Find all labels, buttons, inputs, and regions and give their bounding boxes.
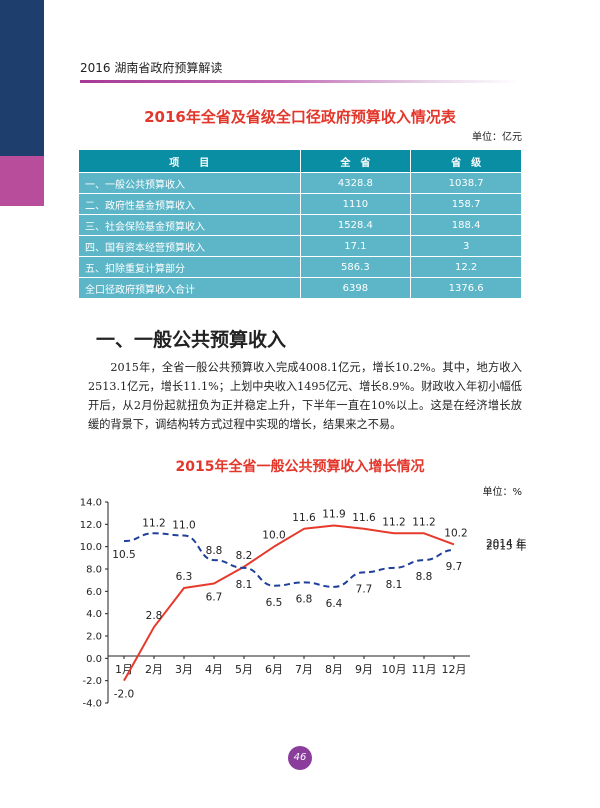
- data-label-2014: 7.7: [356, 583, 373, 595]
- data-label-2015: 11.9: [322, 508, 345, 520]
- data-label-2014: 8.8: [416, 571, 433, 583]
- data-label-2015: 6.7: [206, 592, 223, 604]
- column-header-province: 全 省: [299, 149, 412, 173]
- body-paragraph: 2015年，全省一般公共预算收入完成4008.1亿元，增长10.2%。其中，地方…: [88, 361, 522, 431]
- row-label: 五、扣除重复计算部分: [78, 256, 301, 278]
- row-label: 全口径政府预算收入合计: [78, 277, 301, 299]
- data-label-2014: 11.2: [142, 517, 165, 529]
- chart-title: 2015年全省一般公共预算收入增长情况: [175, 459, 425, 475]
- data-label-2015: 11.2: [412, 516, 435, 528]
- y-tick-label: 10.0: [80, 542, 102, 553]
- row-label: 二、政府性基金预算收入: [78, 193, 301, 215]
- table-row: 二、政府性基金预算收入 1110 158.7: [78, 193, 522, 215]
- series-line-2015: [123, 524, 455, 682]
- row-value-province: 1110: [299, 193, 412, 215]
- row-value-provincial-level: 12.2: [410, 256, 522, 278]
- y-tick-label: 14.0: [80, 498, 102, 509]
- series-line-2014: [123, 532, 455, 588]
- table-row: 一、一般公共预算收入 4328.8 1038.7: [78, 172, 522, 194]
- data-label-2014: 8.1: [386, 579, 403, 591]
- x-tick-label: 3月: [175, 663, 193, 676]
- row-value-province: 6398: [299, 277, 412, 299]
- legend-label-2014: 2014 年: [486, 537, 527, 550]
- data-label-2014: 6.4: [326, 598, 343, 610]
- data-label-2014: 6.5: [266, 597, 283, 609]
- x-tick-label: 12月: [442, 663, 467, 676]
- x-tick-label: 5月: [235, 663, 253, 676]
- y-tick-label: -4.0: [82, 699, 102, 710]
- row-label: 四、国有资本经营预算收入: [78, 235, 301, 257]
- x-tick-label: 8月: [325, 663, 343, 676]
- data-label-2014: 11.0: [172, 520, 195, 532]
- y-tick-label: 0.0: [86, 654, 102, 665]
- row-value-province: 586.3: [299, 256, 412, 278]
- data-label-2014: 8.1: [236, 579, 253, 591]
- page-number: 46: [288, 746, 312, 770]
- chart-unit: 单位：%: [482, 487, 522, 498]
- data-label-2015: 11.2: [382, 516, 405, 528]
- row-value-province: 17.1: [299, 235, 412, 257]
- column-header-provincial-level: 省 级: [410, 149, 522, 173]
- header-rule: [80, 80, 520, 83]
- data-label-2014: 10.5: [112, 549, 135, 561]
- x-tick-label: 9月: [355, 663, 373, 676]
- running-head: 2016 湖南省政府预算解读: [80, 61, 223, 75]
- row-value-provincial-level: 158.7: [410, 193, 522, 215]
- table-unit: 单位：亿元: [472, 132, 522, 143]
- data-label-2014: 6.8: [296, 593, 313, 605]
- data-label-2015: 8.2: [236, 550, 253, 562]
- data-label-2015: 10.0: [262, 530, 285, 542]
- y-tick-label: 6.0: [86, 587, 102, 598]
- y-tick-label: 8.0: [86, 565, 102, 576]
- x-tick-label: 7月: [295, 663, 313, 676]
- x-tick-label: 4月: [205, 663, 223, 676]
- revenue-table: 项 目 全 省 省 级 一、一般公共预算收入 4328.8 1038.7 二、政…: [78, 149, 522, 299]
- y-tick-label: 2.0: [86, 632, 102, 643]
- data-label-2014: 9.7: [446, 561, 463, 573]
- row-value-provincial-level: 1038.7: [410, 172, 522, 194]
- side-decoration-blue: [0, 0, 44, 156]
- legend-label-2015: 2015 年: [486, 539, 527, 552]
- data-label-2015: 10.2: [444, 527, 467, 539]
- data-label-2014: 8.8: [206, 545, 223, 557]
- data-label-2015: 11.6: [352, 512, 376, 524]
- row-value-provincial-level: 1376.6: [410, 277, 522, 299]
- side-decoration-purple: [0, 156, 44, 206]
- x-tick-label: 10月: [382, 663, 407, 676]
- table-row: 三、社会保险基金预算收入 1528.4 188.4: [78, 214, 522, 236]
- data-label-2015: 6.3: [176, 571, 193, 583]
- table-row: 全口径政府预算收入合计 6398 1376.6: [78, 277, 522, 299]
- x-tick-label: 11月: [412, 663, 437, 676]
- data-label-2015: 2.8: [146, 610, 163, 622]
- data-label-2015: 11.6: [292, 512, 316, 524]
- table-row: 四、国有资本经营预算收入 17.1 3: [78, 235, 522, 257]
- y-tick-label: 12.0: [80, 520, 102, 531]
- table-row: 五、扣除重复计算部分 586.3 12.2: [78, 256, 522, 278]
- y-tick-label: 4.0: [86, 609, 102, 620]
- table-title: 2016年全省及省级全口径政府预算收入情况表: [144, 108, 456, 126]
- x-tick-label: 6月: [265, 663, 283, 676]
- section-title: 一、一般公共预算收入: [96, 329, 287, 351]
- row-label: 三、社会保险基金预算收入: [78, 214, 301, 236]
- row-value-provincial-level: 188.4: [410, 214, 522, 236]
- row-value-province: 1528.4: [299, 214, 412, 236]
- y-tick-label: -2.0: [82, 676, 102, 687]
- row-value-provincial-level: 3: [410, 235, 522, 257]
- data-label-2015: -2.0: [114, 689, 135, 701]
- row-label: 一、一般公共预算收入: [78, 172, 301, 194]
- x-tick-label: 2月: [145, 663, 163, 676]
